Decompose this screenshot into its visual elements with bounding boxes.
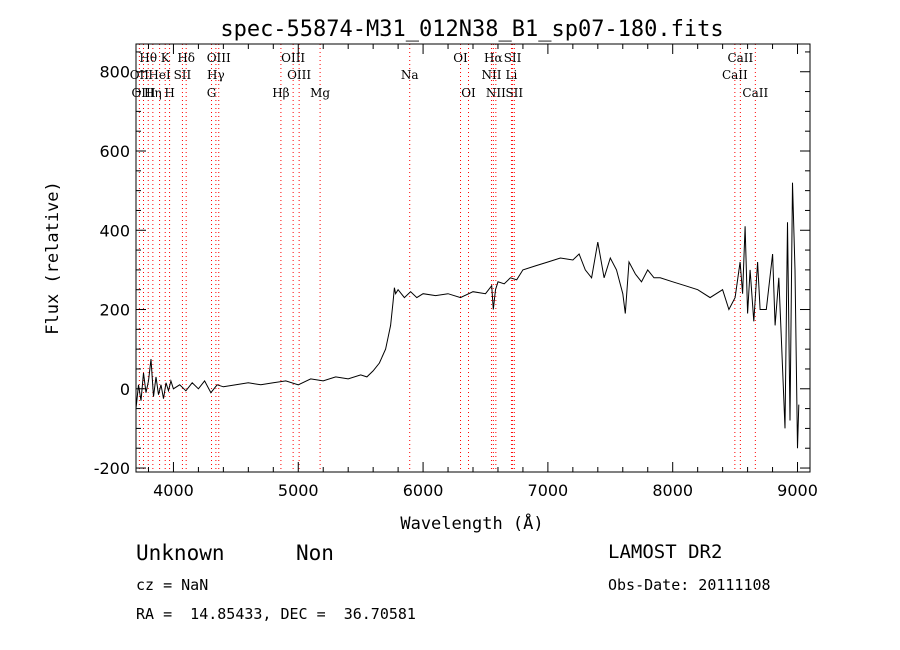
line-label: OI <box>461 86 476 100</box>
cz-value: cz = NaN <box>136 576 209 594</box>
line-label: Li <box>506 68 518 82</box>
line-label: H <box>164 86 174 100</box>
line-label: SII <box>174 68 192 82</box>
line-label: OIII <box>131 86 155 100</box>
chart-title: spec-55874-M31_012N38_B1_sp07-180.fits <box>220 17 723 42</box>
axis-ticks: 4000 5000 6000 7000 8000 9000 -200 0 200 400 600 80… <box>94 44 818 500</box>
line-label: OIII <box>287 68 311 82</box>
x-tick-label: 7000 <box>528 481 569 500</box>
y-tick-label: 600 <box>99 142 130 161</box>
y-tick-label: 200 <box>99 301 130 320</box>
line-label: Hβ <box>272 86 289 100</box>
line-label: CaII <box>727 51 753 65</box>
line-label: OII <box>130 68 150 82</box>
x-tick-label: 4000 <box>153 481 194 500</box>
survey-label: LAMOST DR2 <box>608 541 723 563</box>
line-label: G <box>207 86 217 100</box>
x-tick-label: 5000 <box>278 481 319 500</box>
line-label: HeI <box>148 68 171 82</box>
line-label: SII <box>505 86 523 100</box>
y-tick-label: -200 <box>94 459 130 478</box>
line-label: CaII <box>742 86 768 100</box>
subclass-label: Non <box>296 541 334 565</box>
line-label: OI <box>453 51 468 65</box>
plot-frame <box>135 43 811 473</box>
line-label: Hγ <box>207 68 225 82</box>
line-label: NII <box>481 68 501 82</box>
line-label: Hθ <box>139 51 157 65</box>
x-tick-label: 6000 <box>403 481 444 500</box>
y-tick-label: 400 <box>99 221 130 240</box>
line-label: CaII <box>722 68 748 82</box>
y-axis-label: Flux (relative) <box>43 181 63 335</box>
obs-date: Obs-Date: 20111108 <box>608 576 771 594</box>
line-label: Na <box>401 68 419 82</box>
x-tick-label: 8000 <box>652 481 693 500</box>
line-label: OIII <box>207 51 231 65</box>
line-label: SII <box>504 51 522 65</box>
line-label: Mg <box>310 86 330 100</box>
x-axis-label: Wavelength (Å) <box>400 512 543 534</box>
y-tick-label: 800 <box>99 63 130 82</box>
line-markers <box>138 44 756 472</box>
line-label: NII <box>486 86 506 100</box>
ra-dec-value: RA = 14.85433, DEC = 36.70581 <box>136 605 416 623</box>
x-tick-label: 9000 <box>777 481 818 500</box>
line-label: K <box>161 51 171 65</box>
line-label: Hα <box>484 51 503 65</box>
line-label: Hδ <box>177 51 195 65</box>
line-label: Hη <box>144 86 162 100</box>
y-tick-label: 0 <box>120 380 130 399</box>
spectrum-series <box>135 182 800 449</box>
spectrum-line <box>135 182 800 449</box>
line-label: OIII <box>281 51 305 65</box>
class-label: Unknown <box>136 541 225 565</box>
